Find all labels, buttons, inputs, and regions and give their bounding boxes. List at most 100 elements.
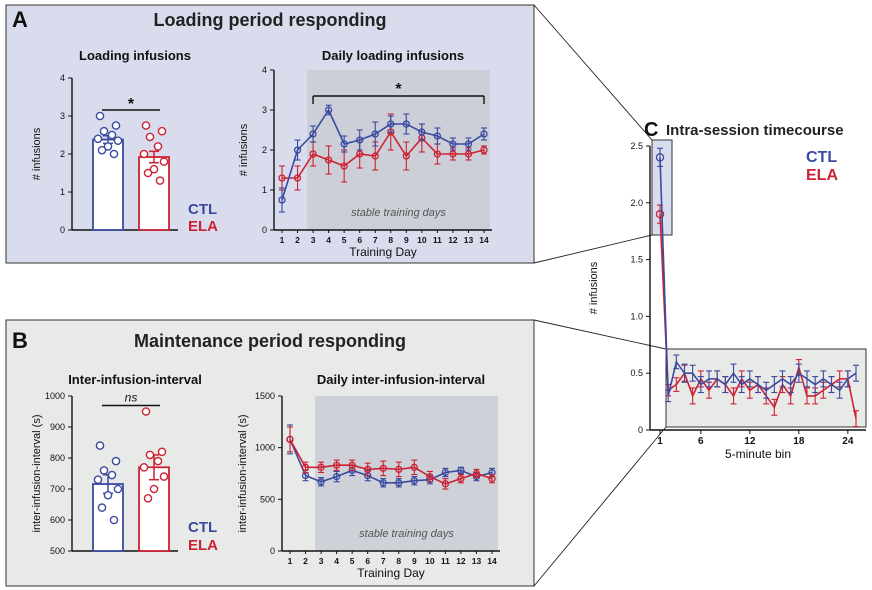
inter-infusion-interval-point: [144, 495, 151, 502]
daily-inter-infusion-interval-x-tick-label: 3: [319, 556, 324, 566]
daily-loading-infusions-x-tick-label: 3: [311, 235, 316, 245]
legend-c-ela: ELA: [806, 167, 838, 184]
daily-inter-infusion-interval-x-tick-label: 10: [425, 556, 435, 566]
inter-infusion-interval-point: [114, 485, 121, 492]
loading-infusions-point: [144, 169, 151, 176]
loading-infusions-y-tick-label: 3: [60, 111, 65, 121]
loading-infusions-y-tick-label: 1: [60, 187, 65, 197]
inter-infusion-interval-point: [150, 485, 157, 492]
daily-inter-infusion-interval-x-tick-label: 2: [303, 556, 308, 566]
intra-session-timecourse-x-tick-label: 24: [842, 436, 854, 447]
connector-line: [534, 320, 666, 349]
intra-session-timecourse-x-tick-label: 18: [793, 436, 805, 447]
daily-loading-infusions-y-tick-label: 0: [262, 225, 267, 235]
intra-session-timecourse-y-tick-label: 1.5: [630, 255, 643, 265]
daily-inter-infusion-interval-y-tick-label: 1500: [255, 391, 275, 401]
inter-infusion-interval-significance-label: ns: [125, 391, 138, 405]
intra-session-timecourse-x-tick-label: 6: [698, 436, 704, 447]
intra-session-timecourse-y-tick-label: 2.5: [630, 141, 643, 151]
loading-infusions-point: [140, 150, 147, 157]
intra-session-timecourse-x-tick-label: 12: [744, 436, 756, 447]
inter-infusion-interval-y-tick-label: 600: [50, 515, 65, 525]
daily-loading-infusions-x-tick-label: 14: [479, 235, 489, 245]
inter-infusion-interval-point: [104, 492, 111, 499]
inter-infusion-interval-point: [154, 458, 161, 465]
loading-infusions-bar-ctl: [93, 140, 123, 230]
inter-infusion-interval-point: [142, 408, 149, 415]
inter-infusion-interval-y-label: inter-infusion-interval (s): [31, 415, 43, 533]
daily-loading-infusions-x-tick-label: 5: [342, 235, 347, 245]
inter-infusion-interval-point: [96, 442, 103, 449]
inter-infusion-interval-point: [112, 458, 119, 465]
daily-loading-infusions-y-label: # infusions: [238, 123, 250, 176]
loading-infusions-point: [98, 147, 105, 154]
daily-inter-infusion-interval-x-tick-label: 9: [412, 556, 417, 566]
daily-loading-infusions-x-tick-label: 7: [373, 235, 378, 245]
daily-inter-infusion-interval-y-label: inter-infusion-interval (s): [237, 415, 249, 533]
loading-infusions-point: [114, 137, 121, 144]
inter-infusion-interval-point: [98, 504, 105, 511]
daily-inter-infusion-interval-x-label: Training Day: [357, 566, 425, 580]
panel-c-insets: [534, 5, 866, 586]
connector-line: [534, 427, 666, 586]
inter-infusion-interval-y-tick-label: 1000: [45, 391, 65, 401]
intra-session-timecourse-y-tick-label: 0: [638, 425, 643, 435]
daily-inter-infusion-interval-x-tick-label: 11: [441, 556, 450, 566]
daily-loading-infusions-x-tick-label: 2: [295, 235, 300, 245]
daily-loading-infusions-stable-label: stable training days: [351, 207, 446, 219]
loading-infusions-y-tick-label: 4: [60, 73, 65, 83]
legend-b-ela: ELA: [188, 537, 218, 554]
inter-infusion-interval-y-tick-label: 800: [50, 453, 65, 463]
daily-inter-infusion-interval-x-tick-label: 14: [487, 556, 497, 566]
daily-inter-infusion-interval-x-tick-label: 6: [365, 556, 370, 566]
loading-infusions-point: [160, 158, 167, 165]
panel-c-title: Intra-session timecourse: [666, 122, 844, 139]
daily-loading-infusions-x-tick-label: 12: [448, 235, 458, 245]
daily-inter-infusion-interval-x-tick-label: 5: [350, 556, 355, 566]
daily-inter-infusion-interval-x-tick-label: 12: [456, 556, 466, 566]
loading-infusions-point: [158, 128, 165, 135]
loading-infusions-point: [96, 112, 103, 119]
panel-c-letter: C: [644, 119, 658, 141]
legend-a-ela: ELA: [188, 218, 218, 235]
loading-infusions-y-tick-label: 2: [60, 149, 65, 159]
intra-session-timecourse-x-tick-label: 1: [657, 436, 663, 447]
daily-loading-infusions-y-tick-label: 4: [262, 65, 267, 75]
loading-infusions-point: [100, 128, 107, 135]
loading-infusions-y-label: # infusions: [31, 127, 43, 180]
daily-loading-infusions-x-tick-label: 9: [404, 235, 409, 245]
daily-loading-infusions-significance-label: *: [395, 81, 402, 98]
daily-loading-infusions-x-tick-label: 13: [464, 235, 474, 245]
panel-b-letter: B: [12, 328, 28, 353]
loading-infusions-y-tick-label: 0: [60, 225, 65, 235]
loading-infusions-point: [146, 133, 153, 140]
intra-session-timecourse-y-label: # infusions: [588, 261, 600, 314]
loading-infusions-point: [112, 122, 119, 129]
legend-a-ctl: CTL: [188, 201, 217, 218]
daily-loading-infusions-x-tick-label: 8: [388, 235, 393, 245]
loading-infusions-title: Loading infusions: [79, 48, 191, 63]
daily-loading-infusions-y-tick-label: 3: [262, 105, 267, 115]
daily-loading-infusions-title: Daily loading infusions: [322, 48, 464, 63]
daily-inter-infusion-interval-y-tick-label: 500: [260, 494, 275, 504]
daily-loading-infusions-x-tick-label: 1: [280, 235, 285, 245]
inter-infusion-interval-point: [140, 464, 147, 471]
daily-inter-infusion-interval-x-tick-label: 7: [381, 556, 386, 566]
daily-loading-infusions-y-tick-label: 1: [262, 185, 267, 195]
legend-c-ctl: CTL: [806, 149, 837, 166]
daily-loading-infusions-y-tick-label: 2: [262, 145, 267, 155]
loading-infusions-significance-label: *: [128, 96, 135, 113]
panel-a-title: Loading period responding: [154, 10, 387, 30]
daily-inter-infusion-interval-x-tick-label: 1: [288, 556, 293, 566]
inter-infusion-interval-point: [158, 448, 165, 455]
loading-infusions-point: [94, 135, 101, 142]
loading-infusions-point: [110, 150, 117, 157]
connector-line: [534, 5, 652, 140]
intra-session-timecourse-y-tick-label: 0.5: [630, 368, 643, 378]
inter-infusion-interval-point: [160, 473, 167, 480]
intra-session-timecourse-x-label: 5-minute bin: [725, 447, 791, 461]
daily-inter-infusion-interval-stable-label: stable training days: [359, 528, 454, 540]
inter-infusion-interval-y-tick-label: 700: [50, 484, 65, 494]
inter-infusion-interval-point: [94, 476, 101, 483]
inter-infusion-interval-point: [110, 516, 117, 523]
